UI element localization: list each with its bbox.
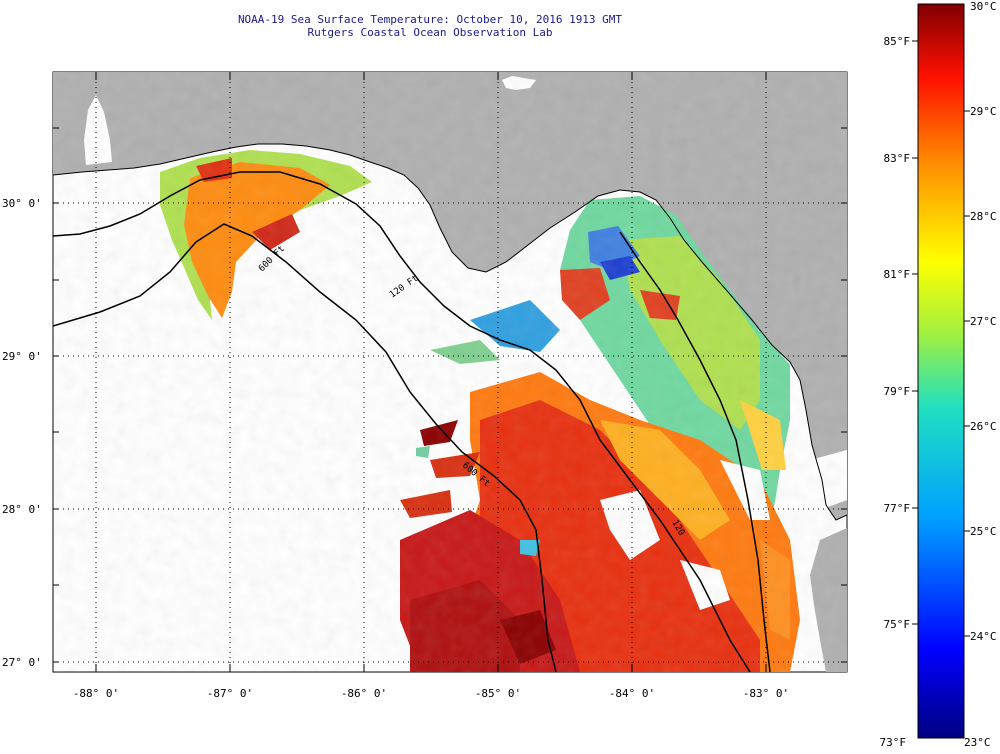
cb-f-79: 79°F: [884, 385, 911, 398]
cb-f-83: 83°F: [884, 152, 911, 165]
cb-c-28: 28°C: [970, 210, 997, 223]
cb-f-75: 75°F: [884, 618, 911, 631]
cb-c-29: 29°C: [970, 105, 997, 118]
contour-120ft: [53, 171, 751, 672]
cb-c-30: 30°C: [970, 0, 997, 13]
lon-label-84: -84° 0': [609, 687, 655, 700]
lon-label-88: -88° 0': [73, 687, 119, 700]
cb-f-81: 81°F: [884, 268, 911, 281]
graticule: [53, 72, 847, 672]
cb-c-27: 27°C: [970, 315, 997, 328]
lat-label-28: 28° 0': [2, 503, 42, 516]
colorbar: [917, 3, 965, 739]
sst-data-layer: [53, 72, 847, 672]
cb-f-73: 73°F: [880, 736, 907, 749]
cb-c-26: 26°C: [970, 420, 997, 433]
cb-f-85: 85°F: [884, 35, 911, 48]
map-title: NOAA-19 Sea Surface Temperature: October…: [237, 13, 623, 26]
contour-inner-shelf: [619, 231, 771, 672]
colorbar-ticks: [912, 40, 970, 637]
cb-c-25: 25°C: [970, 525, 997, 538]
lon-label-85: -85° 0': [475, 687, 521, 700]
contour-600ft: [53, 223, 557, 672]
cb-f-77: 77°F: [884, 502, 911, 515]
lon-label-83: -83° 0': [743, 687, 789, 700]
lat-label-29: 29° 0': [2, 350, 42, 363]
lon-label-87: -87° 0': [207, 687, 253, 700]
axis-ticks: [53, 72, 847, 672]
lat-label-30: 30° 0': [2, 197, 42, 210]
cb-c-23: 23°C: [964, 736, 991, 749]
lat-label-27: 27° 0': [2, 656, 42, 669]
coastline: [53, 143, 847, 521]
lon-label-86: -86° 0': [341, 687, 387, 700]
map-subtitle: Rutgers Coastal Ocean Observation Lab: [307, 26, 553, 39]
cb-c-24: 24°C: [970, 630, 997, 643]
